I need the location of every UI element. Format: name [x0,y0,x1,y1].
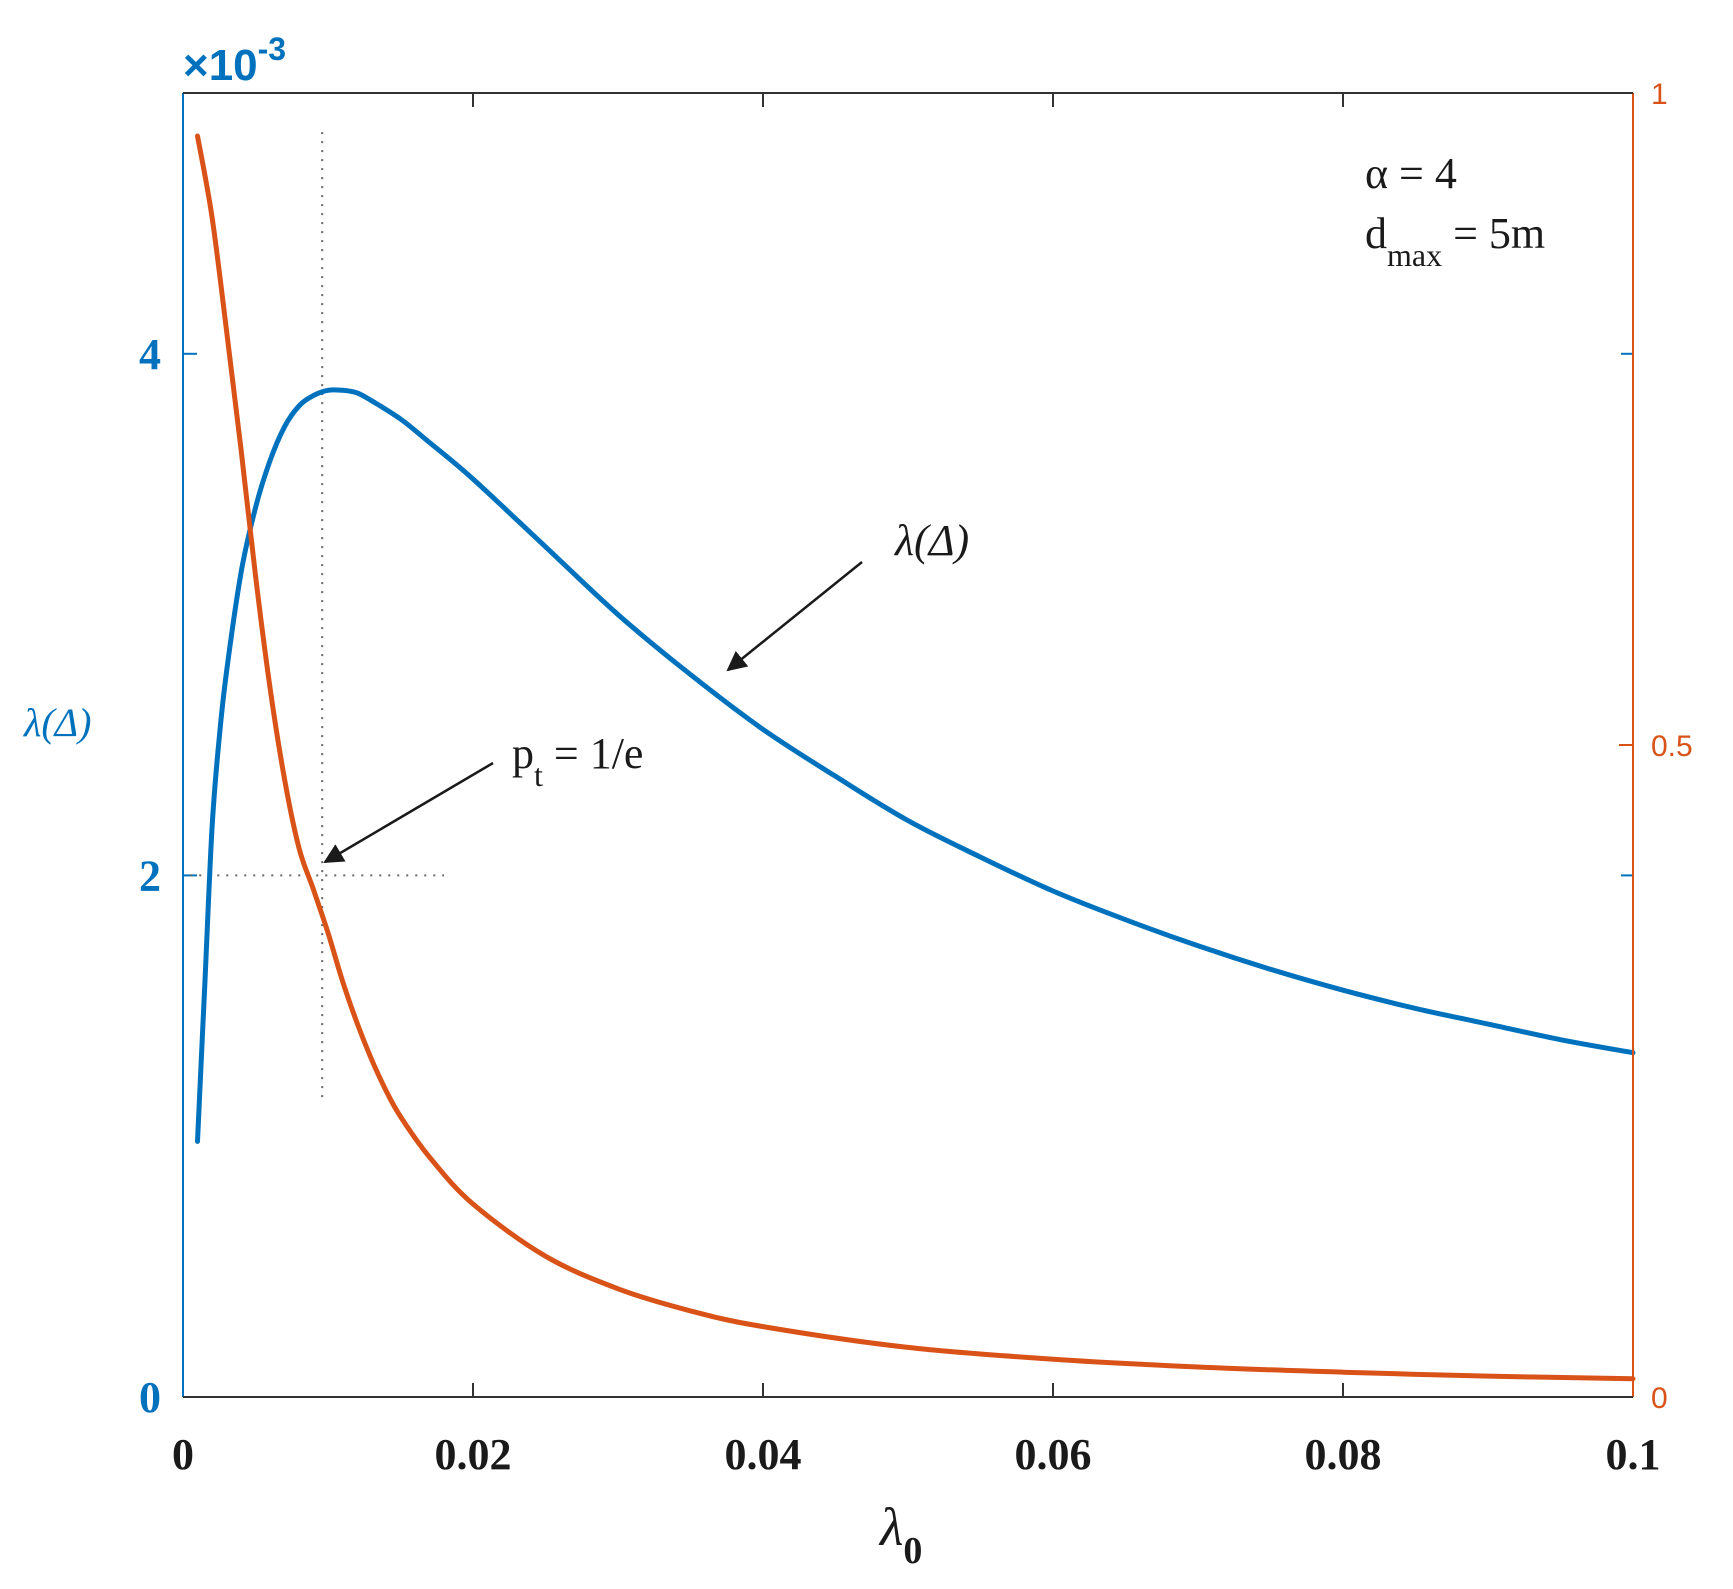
dmax-prefix: d [1365,209,1387,258]
series-line-right-axis [195,133,1636,1382]
x-tick-label-1: 0.02 [435,1430,512,1479]
tick-marks [182,92,1634,1398]
dmax-suffix: = 5m [1442,209,1545,258]
pt-subscript: t [534,757,543,793]
alpha-annotation: α = 4 [1365,149,1457,198]
x-axis-label-subscript: 0 [903,1530,922,1572]
x-tick-label-3: 0.06 [1015,1430,1092,1479]
x-tick-label-4: 0.08 [1305,1430,1382,1479]
x-tick-label-0: 0 [172,1430,194,1479]
guide-lines [190,132,444,1098]
series-line-left-axis [195,387,1636,1144]
y-right-tick-label-0: 0 [1651,1382,1668,1415]
pt-suffix: = 1/e [543,729,644,778]
x-axis-label: λ0 [878,1497,922,1572]
y-left-multiplier-base: ×10 [183,41,258,90]
x-tick-label-2: 0.04 [725,1430,802,1479]
pt-arrow [323,761,494,864]
x-tick-label-5: 0.1 [1606,1430,1661,1479]
series-layer [195,133,1636,1382]
y-right-tick-label-1: 0.5 [1651,730,1693,763]
dmax-annotation: dmax = 5m [1365,209,1545,273]
y-left-tick-label-2: 4 [139,330,161,379]
pt-annotation: pt = 1/e [512,729,643,793]
tick-labels: 0 0.02 0.04 0.06 0.08 0.1 0 2 4 0 0.5 1 [139,78,1693,1479]
y-left-multiplier-exponent: -3 [258,31,286,67]
dmax-subscript: max [1387,237,1442,273]
y-left-tick-label-0: 0 [139,1373,161,1422]
pt-prefix: p [512,729,534,778]
y-left-tick-label-1: 2 [139,851,161,900]
curve-label-annotation: λ(Δ) [893,516,969,565]
y-left-multiplier: ×10-3 [183,31,286,90]
y-left-label: λ(Δ) [23,700,91,745]
curve-label-arrow [726,561,863,672]
x-axis-label-main: λ [878,1497,903,1557]
y-right-tick-label-2: 1 [1651,78,1668,111]
